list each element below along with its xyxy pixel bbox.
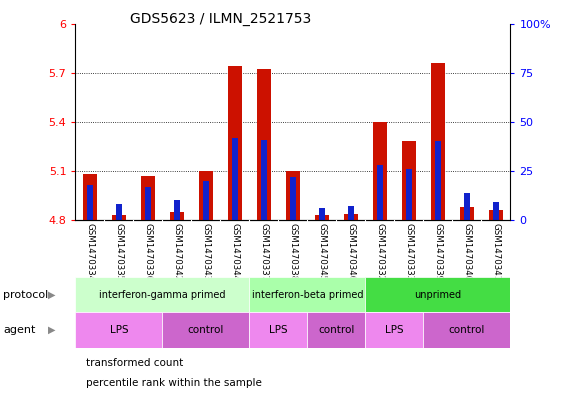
Bar xyxy=(140,176,155,220)
Text: GSM1470346: GSM1470346 xyxy=(346,223,356,281)
Bar xyxy=(423,312,510,348)
Bar xyxy=(145,187,151,220)
Bar xyxy=(198,171,213,220)
Bar xyxy=(83,174,97,220)
Text: interferon-beta primed: interferon-beta primed xyxy=(252,290,363,300)
Bar xyxy=(285,171,300,220)
Bar xyxy=(249,277,365,312)
Text: ▶: ▶ xyxy=(48,290,56,300)
Bar xyxy=(261,140,267,220)
Text: transformed count: transformed count xyxy=(86,358,183,368)
Text: control: control xyxy=(449,325,485,335)
Text: interferon-gamma primed: interferon-gamma primed xyxy=(99,290,226,300)
Bar xyxy=(249,312,307,348)
Text: GSM1470343: GSM1470343 xyxy=(201,223,211,281)
Text: GSM1470340: GSM1470340 xyxy=(462,223,472,281)
Text: GSM1470345: GSM1470345 xyxy=(317,223,327,281)
Text: GSM1470344: GSM1470344 xyxy=(230,223,240,281)
Text: GSM1470342: GSM1470342 xyxy=(172,223,182,281)
Text: LPS: LPS xyxy=(269,325,288,335)
Text: GSM1470334: GSM1470334 xyxy=(85,223,95,281)
Bar xyxy=(406,169,412,220)
Bar xyxy=(227,66,242,220)
Bar xyxy=(169,212,184,220)
Text: ▶: ▶ xyxy=(48,325,56,335)
Bar xyxy=(173,200,180,220)
Text: LPS: LPS xyxy=(110,325,128,335)
Text: LPS: LPS xyxy=(385,325,404,335)
Text: GSM1470332: GSM1470332 xyxy=(375,223,385,281)
Bar xyxy=(348,206,354,220)
Text: percentile rank within the sample: percentile rank within the sample xyxy=(86,378,262,388)
Bar xyxy=(111,215,126,220)
Bar xyxy=(232,138,238,220)
Bar xyxy=(290,177,296,220)
Bar xyxy=(401,141,416,220)
Text: GSM1470339: GSM1470339 xyxy=(433,223,443,281)
Bar xyxy=(319,208,325,220)
Text: GSM1470336: GSM1470336 xyxy=(143,223,153,281)
Bar xyxy=(307,312,365,348)
Text: GDS5623 / ILMN_2521753: GDS5623 / ILMN_2521753 xyxy=(130,12,311,26)
Bar xyxy=(435,141,441,220)
Bar xyxy=(493,202,499,220)
Bar xyxy=(464,193,470,220)
Bar xyxy=(365,312,423,348)
Text: GSM1470335: GSM1470335 xyxy=(114,223,124,281)
Bar xyxy=(430,63,445,220)
Bar xyxy=(314,215,329,220)
Bar xyxy=(75,277,249,312)
Bar xyxy=(162,312,249,348)
Bar xyxy=(87,185,93,220)
Text: protocol: protocol xyxy=(3,290,48,300)
Bar xyxy=(372,122,387,220)
Bar xyxy=(256,70,271,220)
Text: control: control xyxy=(318,325,354,335)
Text: GSM1470337: GSM1470337 xyxy=(259,223,269,281)
Text: unprimed: unprimed xyxy=(414,290,462,300)
Bar xyxy=(488,210,503,220)
Bar xyxy=(116,204,122,220)
Bar xyxy=(75,312,162,348)
Text: GSM1470338: GSM1470338 xyxy=(288,223,298,281)
Text: GSM1470333: GSM1470333 xyxy=(404,223,414,281)
Bar xyxy=(365,277,510,312)
Text: GSM1470341: GSM1470341 xyxy=(491,223,501,281)
Text: control: control xyxy=(188,325,224,335)
Bar xyxy=(459,207,474,220)
Text: agent: agent xyxy=(3,325,35,335)
Bar xyxy=(203,181,209,220)
Bar xyxy=(377,165,383,220)
Bar xyxy=(343,213,358,220)
